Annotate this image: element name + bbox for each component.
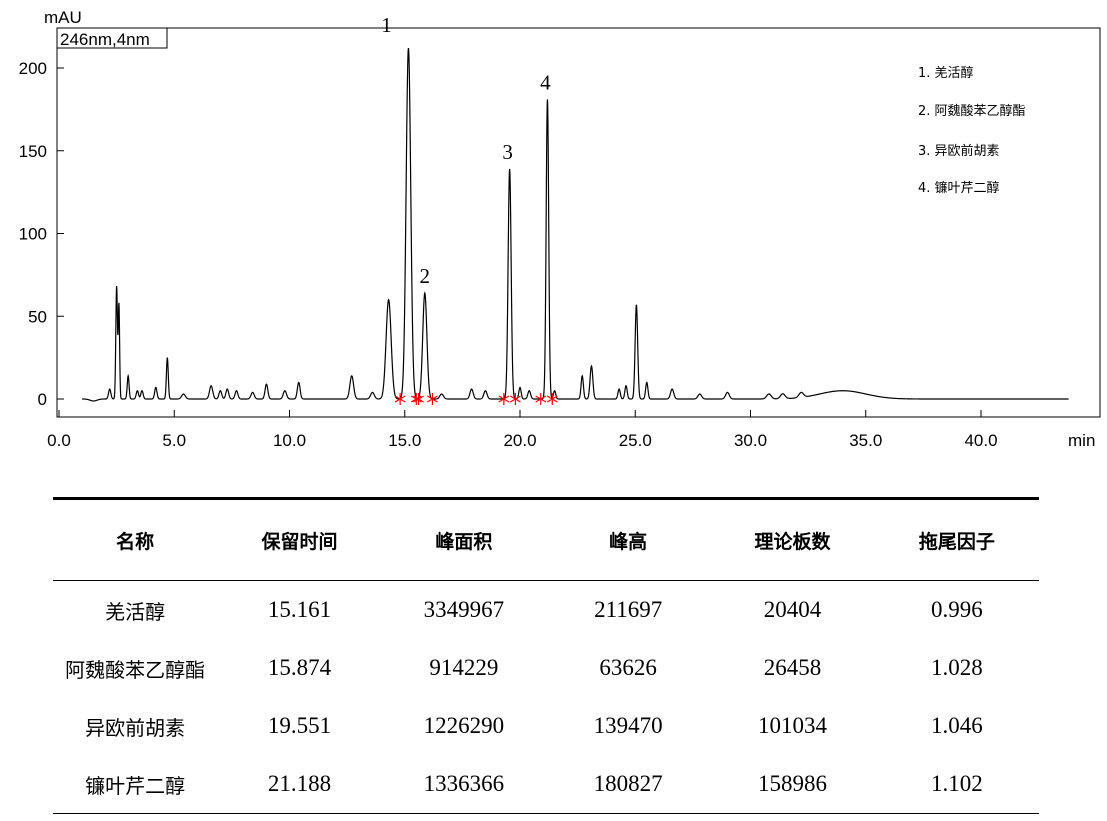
cell-tailing-factor: 1.046	[930, 713, 983, 738]
header-peak-area: 峰面积	[435, 530, 493, 553]
cell-peak-height: 139470	[593, 713, 663, 738]
x-tick-label: 25.0	[619, 431, 652, 450]
y-tick-label: 50	[28, 307, 47, 326]
cell-plate-number: 20404	[763, 597, 822, 622]
x-tick-label: 15.0	[388, 431, 421, 450]
cell-tailing-factor: 0.996	[930, 597, 983, 622]
y-axis-unit: mAU	[44, 8, 82, 27]
results-table: 名称 保留时间 峰面积 峰高 理论板数 拖尾因子 羌活醇 15.161 3349…	[53, 497, 1039, 814]
cell-retention-time: 15.161	[267, 597, 332, 622]
cell-name: 阿魏酸苯乙醇酯	[65, 657, 206, 682]
header-plate-number: 理论板数	[754, 530, 831, 553]
cell-plate-number: 26458	[763, 655, 822, 680]
table-row: 阿魏酸苯乙醇酯 15.874 914229 63626 26458 1.028	[53, 639, 1039, 697]
detector-label-box	[56, 27, 168, 49]
cell-name: 镰叶芹二醇	[85, 773, 186, 798]
cell-peak-height: 211697	[594, 597, 663, 622]
x-tick-label: 35.0	[849, 431, 882, 450]
legend-item-1: 1. 羌活醇	[918, 65, 974, 81]
table-header: 名称 保留时间 峰面积 峰高 理论板数 拖尾因子	[53, 498, 1039, 581]
integration-mark	[394, 393, 406, 405]
peak-label-2: 2	[420, 264, 431, 288]
plot-frame	[56, 27, 1101, 418]
cell-tailing-factor: 1.102	[930, 771, 983, 796]
cell-peak-area: 1336366	[423, 771, 505, 796]
x-tick-label: 30.0	[734, 431, 767, 450]
integration-mark	[535, 393, 547, 405]
legend-item-3: 3. 异欧前胡素	[918, 143, 1000, 159]
chromatogram-chart: mAU min 246nm,4nm 0.0 5.0 10.0 15.0 20.0 25.0…	[19, 8, 1101, 450]
table-row: 镰叶芹二醇 21.188 1336366 180827 158986 1.102	[53, 755, 1039, 814]
chart-legend: 1. 羌活醇 2. 阿魏酸苯乙醇酯 3. 异欧前胡素 4. 镰叶芹二醇	[918, 65, 1026, 196]
header-tailing-factor: 拖尾因子	[918, 530, 995, 553]
peak-label-4: 4	[540, 70, 551, 94]
peak-label-1: 1	[381, 13, 392, 37]
cell-name: 异欧前胡素	[85, 715, 186, 740]
header-name: 名称	[116, 530, 155, 553]
chromatogram-svg: mAU min 246nm,4nm 0.0 5.0 10.0 15.0 20.0 25.0…	[19, 8, 1101, 450]
cell-retention-time: 19.551	[267, 713, 332, 738]
y-tick-label: 150	[19, 142, 47, 161]
peak-label-3: 3	[502, 140, 513, 164]
integration-mark	[410, 393, 422, 405]
cell-retention-time: 21.188	[267, 771, 332, 796]
x-tick-label: 0.0	[47, 431, 71, 450]
table-row: 羌活醇 15.161 3349967 211697 20404 0.996	[53, 581, 1039, 640]
integration-mark	[427, 393, 438, 405]
x-tick-label: 10.0	[273, 431, 306, 450]
axis-ticks: 0.0 5.0 10.0 15.0 20.0 25.0 30.0 35.0 40.0 0 50 100…	[19, 59, 998, 450]
y-tick-label: 100	[19, 225, 47, 244]
table-row: 异欧前胡素 19.551 1226290 139470 101034 1.046	[53, 697, 1039, 755]
peak-labels: 1 2 3 4	[381, 13, 551, 288]
x-axis-unit: min	[1068, 431, 1095, 450]
detector-label: 246nm,4nm	[60, 30, 150, 49]
integration-mark	[498, 393, 510, 405]
integration-mark	[413, 393, 424, 405]
header-retention-time: 保留时间	[261, 530, 338, 553]
y-tick-label: 0	[38, 390, 47, 409]
legend-item-2: 2. 阿魏酸苯乙醇酯	[918, 103, 1026, 119]
table-body: 羌活醇 15.161 3349967 211697 20404 0.996 阿魏…	[53, 581, 1039, 814]
cell-plate-number: 158986	[757, 771, 827, 796]
x-tick-label: 20.0	[503, 431, 536, 450]
x-tick-label: 5.0	[162, 431, 186, 450]
integration-mark	[546, 393, 558, 405]
cell-peak-area: 914229	[429, 655, 499, 680]
cell-peak-height: 63626	[599, 655, 657, 680]
cell-name: 羌活醇	[105, 599, 166, 624]
cell-peak-area: 1226290	[423, 713, 505, 738]
y-tick-label: 200	[19, 59, 47, 78]
cell-peak-height: 180827	[593, 771, 663, 796]
x-tick-label: 40.0	[964, 431, 997, 450]
cell-retention-time: 15.874	[267, 655, 332, 680]
integration-marks	[394, 393, 558, 405]
cell-tailing-factor: 1.028	[930, 655, 983, 680]
integration-mark	[509, 393, 521, 405]
cell-peak-area: 3349967	[423, 597, 505, 622]
cell-plate-number: 101034	[757, 713, 827, 738]
chromatogram-trace	[82, 48, 1069, 402]
legend-item-4: 4. 镰叶芹二醇	[918, 180, 1000, 196]
table-header-row: 名称 保留时间 峰面积 峰高 理论板数 拖尾因子	[53, 498, 1039, 581]
header-peak-height: 峰高	[609, 530, 648, 553]
